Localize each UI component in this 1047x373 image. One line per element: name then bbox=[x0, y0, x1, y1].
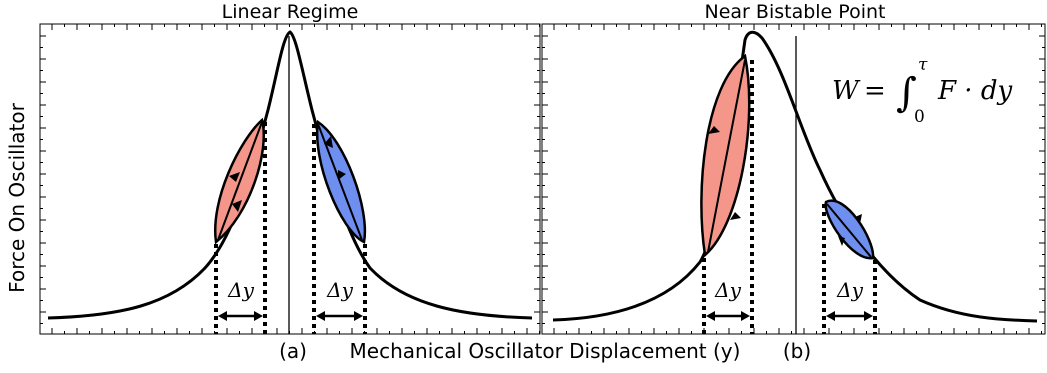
panel-b-right-arrowhead-2 bbox=[838, 236, 845, 246]
panel-a-left-arrowhead-down bbox=[232, 200, 242, 212]
panel-b: Near Bistable Point Δy bbox=[541, 1, 1046, 363]
panel-b-right-loop-axis bbox=[826, 203, 872, 258]
panel-b-right-loop bbox=[824, 199, 875, 260]
panel-b-ticks bbox=[542, 24, 1045, 334]
panel-b-delta-arrow-right-head-l bbox=[826, 311, 835, 321]
y-axis-label: Force On Oscillator bbox=[5, 102, 29, 292]
panel-a-left-loop bbox=[213, 117, 265, 245]
panel-b-resonance-curve bbox=[552, 30, 1038, 323]
panel-b-delta-label-2: Δy bbox=[836, 278, 863, 302]
equation-upper-limit: τ bbox=[918, 55, 928, 75]
panel-a-left-arrowhead-up bbox=[229, 172, 240, 182]
panel-a-resonance-curve bbox=[47, 30, 533, 320]
panel-a-title: Linear Regime bbox=[222, 1, 359, 23]
panel-b-tag: (b) bbox=[783, 339, 811, 363]
panel-b-left-loop-axis bbox=[707, 59, 746, 253]
panel-a-delta-arrow-left-head-r bbox=[254, 311, 263, 321]
panel-b-left-arrowhead-down bbox=[708, 126, 720, 134]
panel-a-frame bbox=[39, 23, 541, 335]
equation-equals: = bbox=[864, 76, 886, 106]
equation-lower-limit: 0 bbox=[914, 107, 925, 127]
panel-b-title: Near Bistable Point bbox=[705, 1, 886, 23]
equation-integrand: F · dy bbox=[937, 76, 1012, 106]
panel-b-left-loop bbox=[700, 53, 751, 258]
panel-a-ticks bbox=[40, 24, 540, 334]
x-axis-label: Mechanical Oscillator Displacement (y) bbox=[350, 339, 741, 363]
panel-b-left-arrowhead-up bbox=[730, 212, 741, 220]
panel-b-delta-arrow-right-head-r bbox=[864, 311, 873, 321]
panel-a: Linear Regime Δy bbox=[39, 1, 541, 363]
panel-a-tag: (a) bbox=[279, 339, 307, 363]
equation-integral-sign: ∫ bbox=[896, 70, 917, 116]
panel-a-right-arrowhead-2 bbox=[338, 170, 346, 180]
panel-a-delta-arrow-right-head-l bbox=[316, 311, 325, 321]
equation-lhs: W bbox=[832, 76, 861, 106]
panel-a-right-loop bbox=[315, 119, 367, 244]
panel-b-left-loop-fill bbox=[700, 53, 751, 258]
panel-b-right-arrowhead-1 bbox=[855, 214, 862, 224]
panel-a-left-loop-axis bbox=[217, 121, 263, 241]
panel-a-delta-label-2: Δy bbox=[326, 278, 353, 302]
panel-a-right-arrowhead-1 bbox=[324, 136, 333, 148]
panel-b-delta-arrow-left-head-l bbox=[706, 311, 715, 321]
panel-a-delta-arrow-left-head-l bbox=[218, 311, 227, 321]
panel-b-delta-arrow-left-head-r bbox=[741, 311, 750, 321]
work-equation: W = ∫ τ 0 F · dy bbox=[832, 55, 1012, 127]
panel-b-delta-label-1: Δy bbox=[714, 278, 741, 302]
panel-a-delta-label-1: Δy bbox=[227, 278, 254, 302]
panel-b-frame bbox=[541, 23, 1046, 335]
panel-a-delta-arrow-right-head-r bbox=[354, 311, 363, 321]
